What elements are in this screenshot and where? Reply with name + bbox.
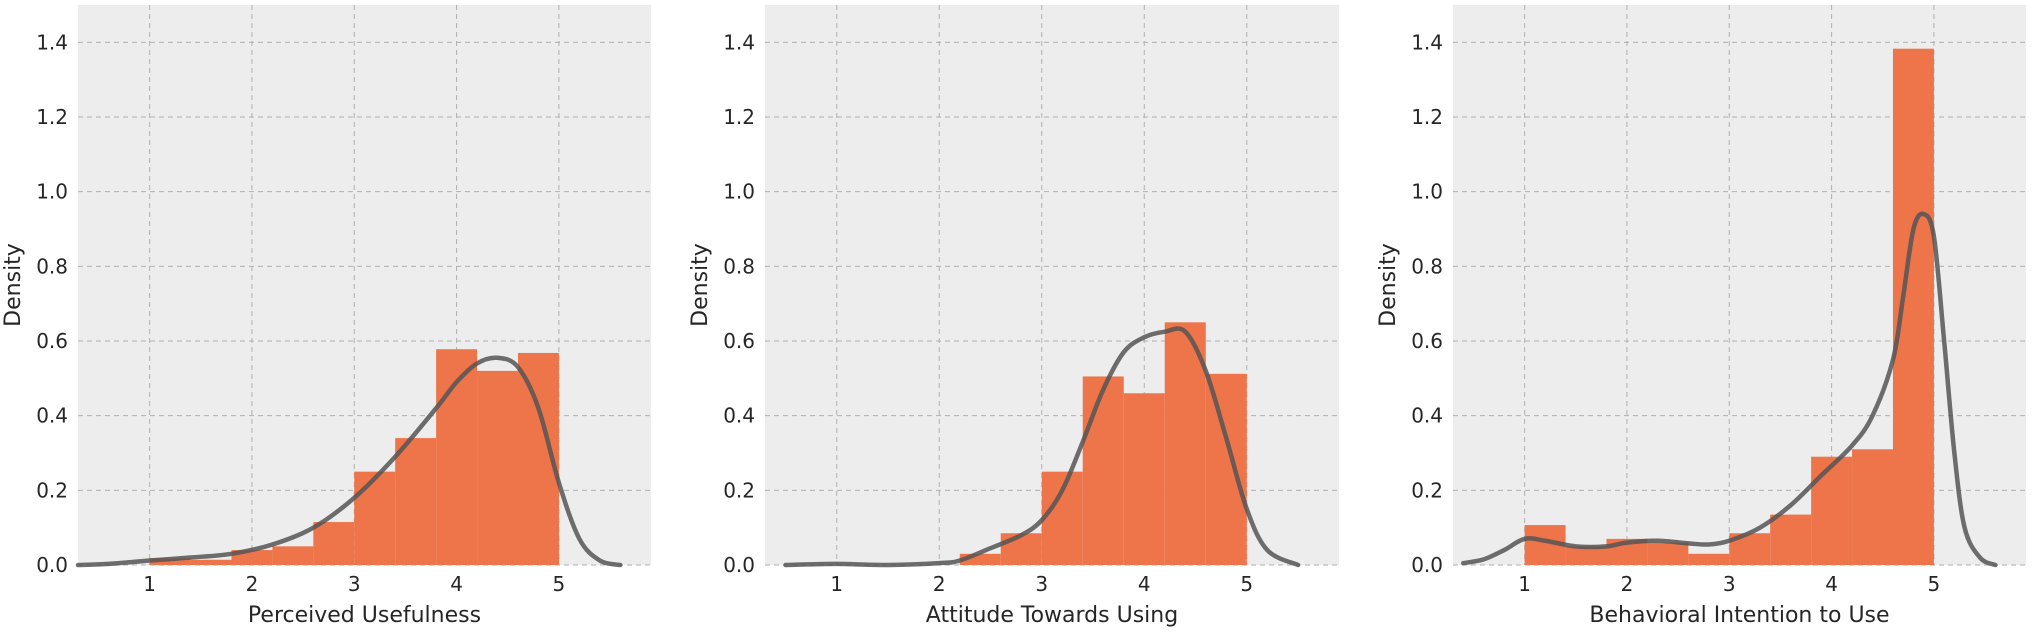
y-axis-label: Density bbox=[1, 243, 26, 327]
x-tick-label: 3 bbox=[1035, 572, 1048, 596]
y-tick-label: 1.2 bbox=[36, 105, 68, 129]
y-tick-label: 1.4 bbox=[723, 30, 755, 54]
histogram-bar bbox=[1811, 456, 1853, 565]
y-tick-label: 0.2 bbox=[723, 478, 755, 502]
y-tick-label: 1.4 bbox=[36, 30, 68, 54]
histogram-bar bbox=[1205, 373, 1247, 565]
histogram-bar bbox=[313, 522, 355, 565]
histogram-bar bbox=[1082, 376, 1124, 565]
y-tick-label: 0.6 bbox=[1411, 329, 1443, 353]
histogram-bar bbox=[1164, 322, 1206, 565]
histogram-bar bbox=[1770, 514, 1812, 565]
histogram-bar bbox=[272, 546, 314, 565]
histogram-bar bbox=[477, 370, 518, 565]
y-axis-label: Density bbox=[688, 243, 713, 327]
y-tick-label: 0.0 bbox=[1411, 553, 1443, 577]
y-tick-label: 1.2 bbox=[1411, 105, 1443, 129]
y-tick-label: 0.0 bbox=[36, 553, 68, 577]
y-tick-label: 0.4 bbox=[36, 404, 68, 428]
y-tick-label: 0.4 bbox=[1411, 404, 1443, 428]
y-tick-label: 1.4 bbox=[1411, 30, 1443, 54]
y-tick-label: 0.6 bbox=[723, 329, 755, 353]
panel-behavioral-intention-to-use: 0.0 0.2 0.4 0.6 0.8 1.0 1.2 1.4 1 2 3 4 5 Behaviora… bbox=[1376, 5, 2026, 628]
x-axis-label: Perceived Usefulness bbox=[248, 603, 481, 628]
y-tick-label: 0.8 bbox=[723, 254, 755, 278]
kde-curve bbox=[1460, 211, 1998, 568]
histogram-bar bbox=[149, 558, 191, 565]
x-tick-labels: 1 2 3 4 5 bbox=[1518, 572, 1940, 596]
histogram-bar bbox=[1688, 553, 1730, 565]
x-tick-label: 4 bbox=[1138, 572, 1151, 596]
x-tick-label: 1 bbox=[830, 572, 843, 596]
histogram-bar bbox=[1565, 546, 1607, 565]
histogram-bars bbox=[1524, 48, 1934, 566]
x-tick-label: 3 bbox=[348, 572, 361, 596]
histogram-bars bbox=[959, 322, 1247, 565]
y-tick-labels: 0.0 0.2 0.4 0.6 0.8 1.0 1.2 1.4 bbox=[36, 30, 68, 577]
histogram-bar bbox=[959, 553, 1001, 565]
panel-attitude-towards-using: 0.0 0.2 0.4 0.6 0.8 1.0 1.2 1.4 1 2 3 4 5 Attitude … bbox=[688, 5, 1339, 628]
y-tick-label: 1.0 bbox=[723, 180, 755, 204]
x-tick-label: 2 bbox=[933, 572, 946, 596]
y-tick-label: 0.2 bbox=[1411, 478, 1443, 502]
x-axis-label: Attitude Towards Using bbox=[926, 603, 1178, 628]
histogram-bar bbox=[190, 559, 232, 565]
histogram-bar bbox=[1123, 393, 1165, 565]
x-tick-labels: 1 2 3 4 5 bbox=[143, 572, 565, 596]
y-tick-label: 0.8 bbox=[1411, 254, 1443, 278]
x-tick-label: 4 bbox=[1825, 572, 1838, 596]
x-tick-label: 4 bbox=[450, 572, 463, 596]
y-tick-labels: 0.0 0.2 0.4 0.6 0.8 1.0 1.2 1.4 bbox=[1411, 30, 1443, 577]
histogram-bar bbox=[1852, 449, 1893, 565]
x-tick-label: 1 bbox=[1518, 572, 1531, 596]
histogram-bar bbox=[1647, 542, 1689, 565]
x-tick-label: 1 bbox=[143, 572, 156, 596]
kde-curve bbox=[783, 326, 1301, 568]
x-axis-label: Behavioral Intention to Use bbox=[1589, 603, 1889, 628]
x-tick-label: 2 bbox=[246, 572, 259, 596]
x-tick-label: 3 bbox=[1723, 572, 1736, 596]
panel-perceived-usefulness: 0.0 0.2 0.4 0.6 0.8 1.0 1.2 1.4 1 2 3 4 5 Perceived… bbox=[1, 5, 651, 628]
x-tick-label: 5 bbox=[553, 572, 566, 596]
y-tick-label: 0.2 bbox=[36, 478, 68, 502]
histogram-bar bbox=[395, 438, 437, 565]
y-tick-label: 1.0 bbox=[1411, 180, 1443, 204]
histogram-bar bbox=[354, 471, 396, 565]
y-tick-label: 0.6 bbox=[36, 329, 68, 353]
x-tick-label: 5 bbox=[1928, 572, 1941, 596]
y-tick-labels: 0.0 0.2 0.4 0.6 0.8 1.0 1.2 1.4 bbox=[723, 30, 755, 577]
y-tick-label: 0.0 bbox=[723, 553, 755, 577]
x-tick-labels: 1 2 3 4 5 bbox=[830, 572, 1253, 596]
y-tick-label: 1.0 bbox=[36, 180, 68, 204]
x-tick-label: 2 bbox=[1621, 572, 1634, 596]
y-tick-label: 1.2 bbox=[723, 105, 755, 129]
histogram-bar bbox=[1892, 48, 1934, 566]
y-tick-label: 0.8 bbox=[36, 254, 68, 278]
histogram-bar bbox=[1000, 533, 1042, 565]
x-tick-label: 5 bbox=[1240, 572, 1253, 596]
kde-curve bbox=[75, 355, 623, 568]
y-tick-label: 0.4 bbox=[723, 404, 755, 428]
y-axis-label: Density bbox=[1376, 243, 1401, 327]
